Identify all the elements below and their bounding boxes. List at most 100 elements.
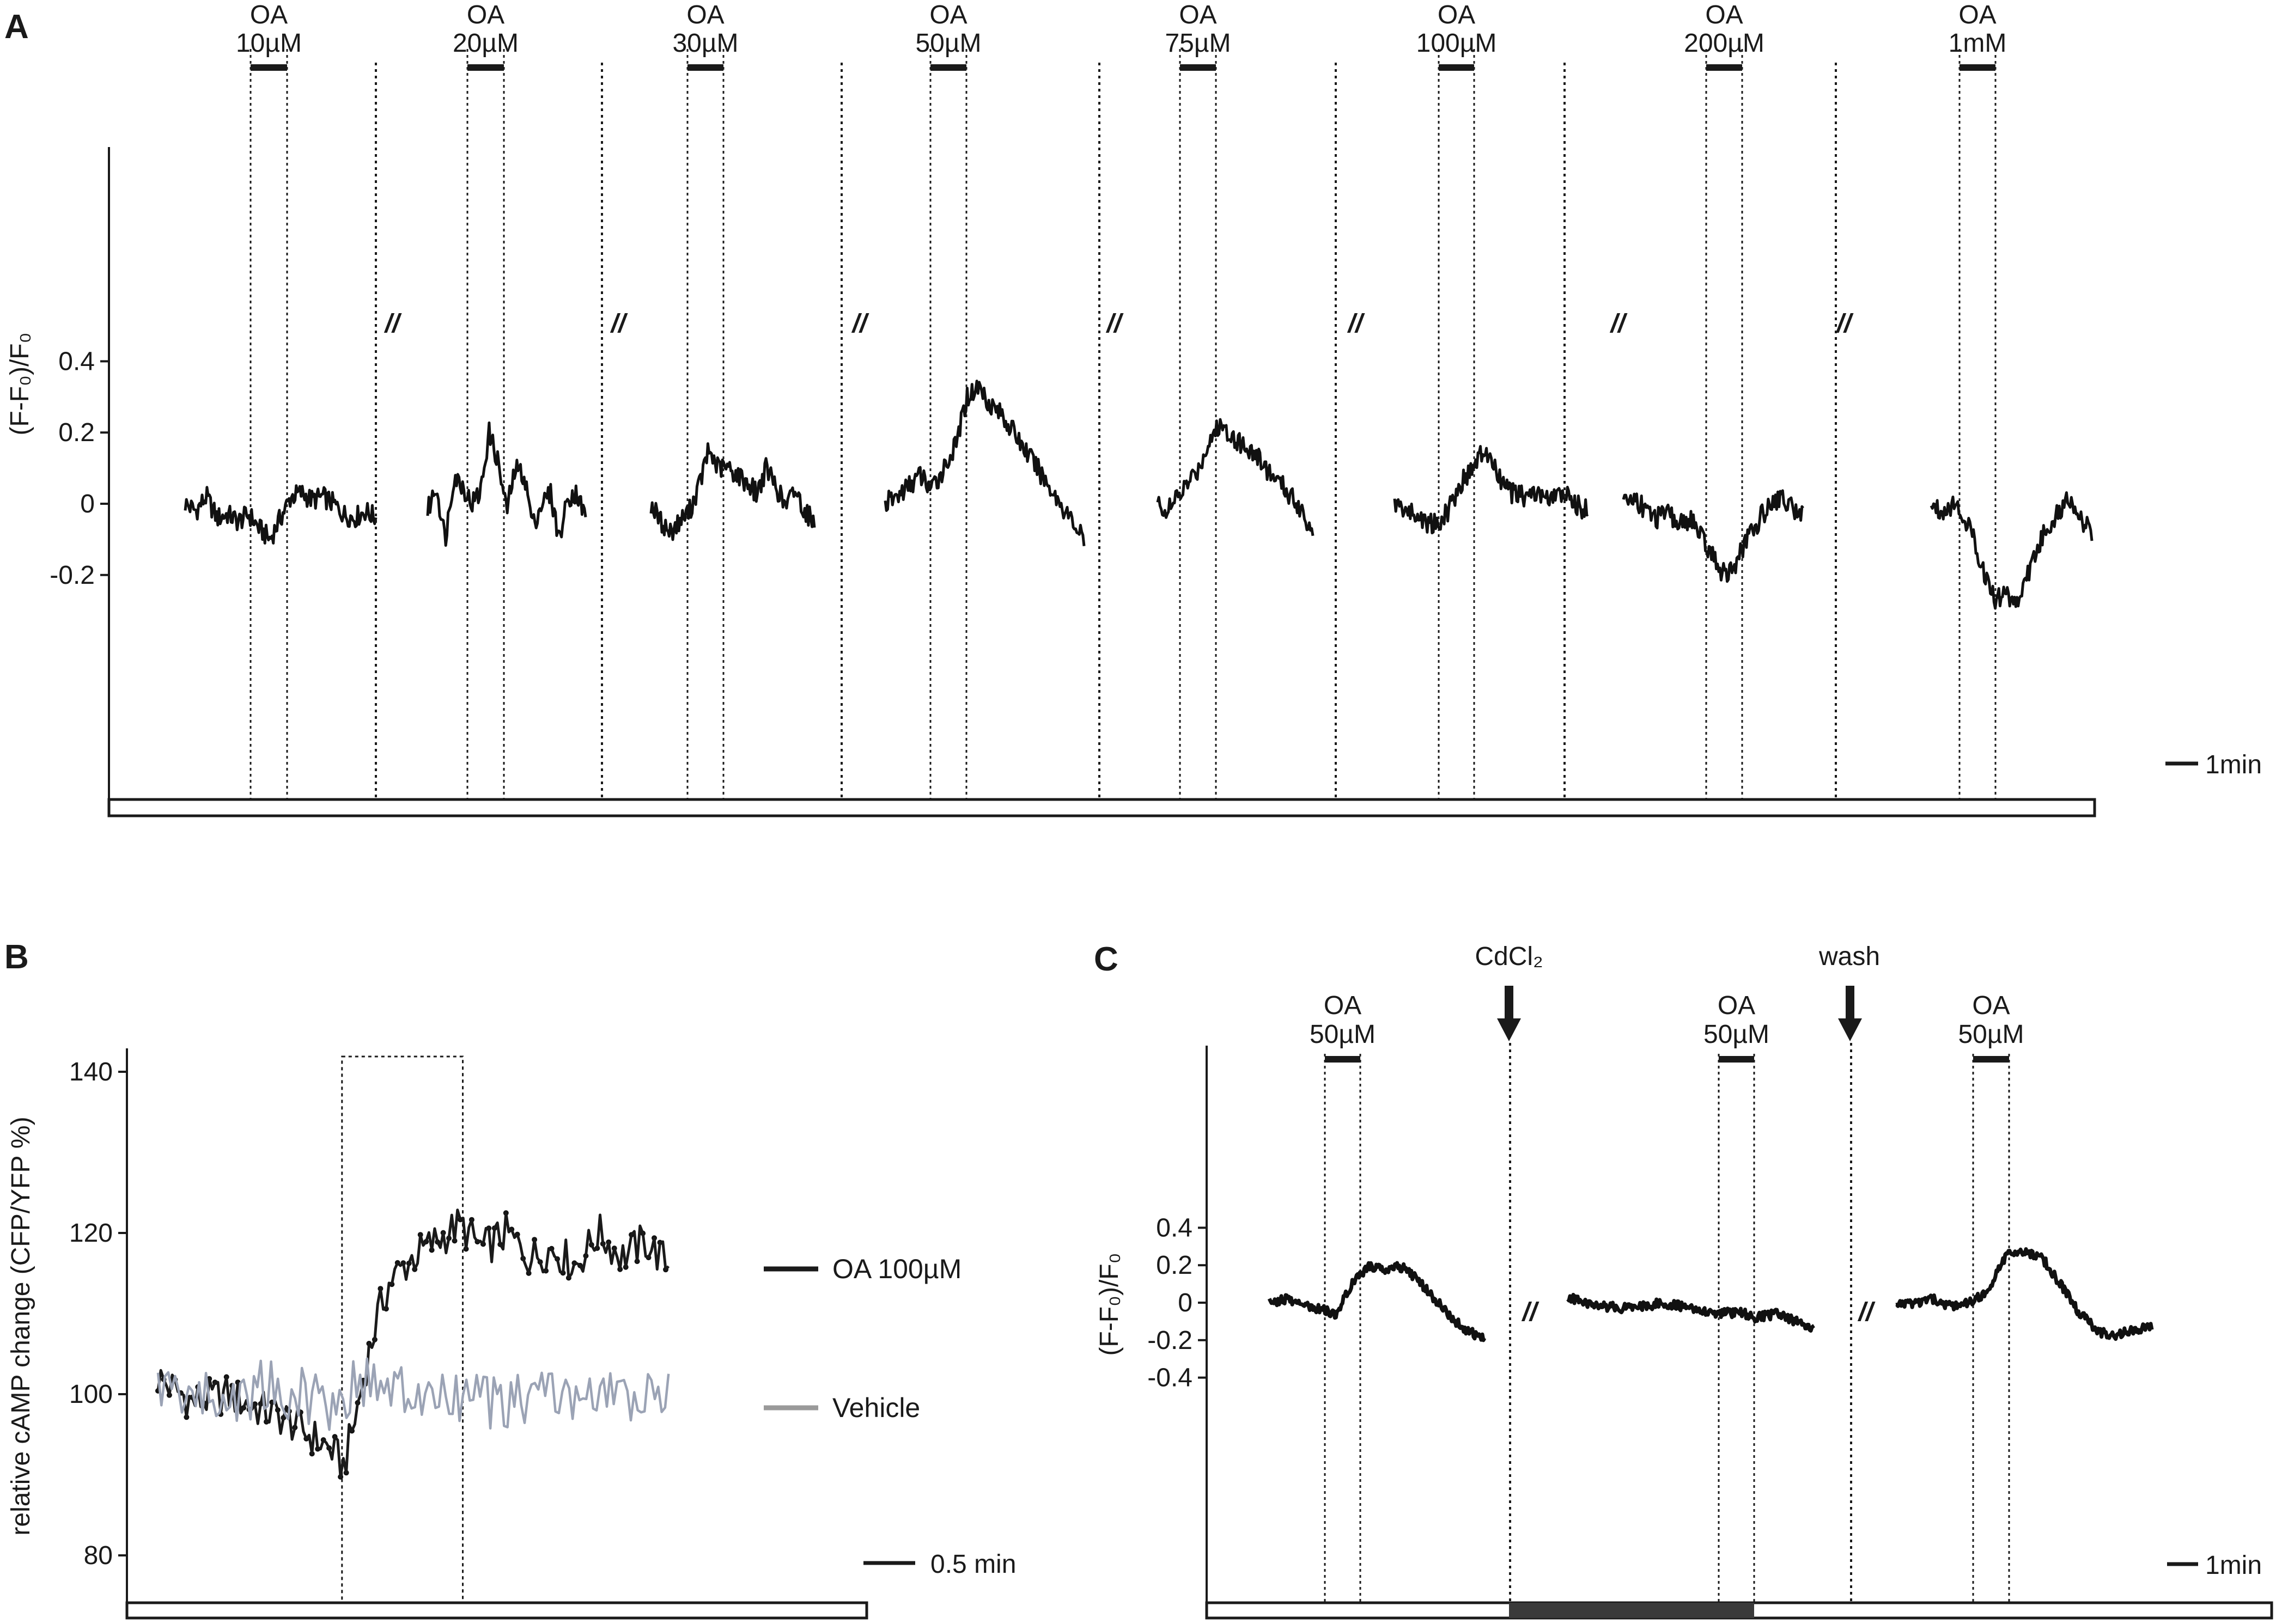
- trace-line: [1393, 445, 1589, 535]
- stim-drug-label: OA: [1324, 991, 1361, 1020]
- y-tick-label: 0: [80, 490, 95, 518]
- stim-drug-label: OA: [1438, 1, 1475, 29]
- axis-break-mark: //: [1106, 309, 1124, 338]
- trace-line: [884, 380, 1086, 546]
- y-tick-label: -0.2: [50, 561, 95, 590]
- legend-label-oa: OA 100µM: [832, 1254, 962, 1284]
- panel-a-y-axis-label: (F-F₀)/F₀: [5, 332, 34, 435]
- trace-line: [184, 484, 378, 545]
- trace-line: [1566, 1292, 1815, 1333]
- stim-concentration-label: 50µM: [1958, 1020, 2024, 1049]
- trace-line: [1930, 491, 2094, 610]
- stim-drug-label: OA: [1718, 991, 1755, 1020]
- axis-break-mark: //: [1610, 309, 1628, 338]
- stim-drug-label: OA: [686, 1, 724, 29]
- stim-concentration-label: 50µM: [915, 29, 981, 58]
- series-oa: [155, 1208, 670, 1480]
- trace-line: [1622, 489, 1804, 583]
- panel-a-segments: OA10µMOA20µMOA30µMOA50µMOA75µMOA100µMOA2…: [184, 1, 2094, 799]
- down-arrow-icon: [1497, 986, 1521, 1041]
- stim-drug-label: OA: [250, 1, 288, 29]
- trace-line: [1267, 1261, 1487, 1342]
- y-tick-label: 80: [84, 1541, 113, 1570]
- panel-c-letter: C: [1094, 941, 1118, 978]
- stim-concentration-label: 10µM: [236, 29, 302, 58]
- stim-concentration-label: 20µM: [453, 29, 519, 58]
- trace-line: [1895, 1247, 2154, 1341]
- trace-line: [426, 421, 587, 547]
- y-tick-label: 0.2: [1156, 1251, 1192, 1280]
- stim-concentration-label: 200µM: [1684, 29, 1764, 58]
- y-tick-label: 120: [69, 1219, 113, 1248]
- panel-b-y-axis-label: relative cAMP change (CFP/YFP %): [7, 1116, 35, 1535]
- axis-break-mark: //: [1858, 1298, 1876, 1327]
- legend-label-vehicle: Vehicle: [832, 1393, 920, 1423]
- cdcl2-period-bar: [1509, 1603, 1754, 1618]
- y-tick-label: 100: [69, 1380, 113, 1409]
- panel-a: A (F-F₀)/F₀ 0.40.20-0.2 OA10µMOA20µMOA30…: [4, 1, 2262, 817]
- panel-a-scale-bar: 1min: [2165, 750, 2262, 779]
- stim-drug-label: OA: [1958, 1, 1996, 29]
- stim-drug-label: OA: [467, 1, 504, 29]
- panel-b-stimulus-window: [341, 1055, 464, 1604]
- panel-b-scale-bar: 0.5 min: [863, 1550, 1016, 1579]
- y-tick-label: 0.4: [1156, 1213, 1192, 1242]
- panel-a-scale-bar-label: 1min: [2205, 750, 2262, 779]
- panel-a-y-axis: 0.4 0.2 0 -0.2: [50, 147, 110, 799]
- panel-b-scale-bar-label: 0.5 min: [930, 1550, 1016, 1579]
- stim-concentration-label: 75µM: [1165, 29, 1231, 58]
- stim-drug-label: OA: [1972, 991, 2010, 1020]
- axis-break-mark: //: [851, 309, 869, 338]
- y-tick-label: 0: [1178, 1289, 1192, 1317]
- event-label-cdcl2: CdCl₂: [1475, 942, 1543, 971]
- panel-c-events: CdCl₂ wash: [1475, 942, 1880, 1041]
- panel-a-timeline-bar: [107, 798, 2096, 817]
- series-vehicle: [156, 1357, 670, 1431]
- axis-break-mark: //: [1522, 1298, 1539, 1327]
- stim-drug-label: OA: [1179, 1, 1216, 29]
- panel-c: C (F-F₀)/F₀ 0.40.20-0.2-0.4 OA50µMOA50µM…: [1094, 941, 2273, 1620]
- panel-c-y-axis-label: (F-F₀)/F₀: [1095, 1253, 1124, 1356]
- stim-drug-label: OA: [929, 1, 967, 29]
- panel-b: B relative cAMP change (CFP/YFP %) 140 12…: [4, 938, 1016, 1620]
- panel-a-letter: A: [4, 8, 29, 46]
- panel-c-timeline-bar: [1205, 1601, 2273, 1620]
- y-tick-label: -0.2: [1147, 1326, 1192, 1355]
- series-line: [156, 1357, 670, 1431]
- panel-b-y-axis: 140 120 100 80: [69, 1048, 128, 1603]
- y-tick-label: 140: [69, 1058, 113, 1086]
- panel-c-scale-bar-label: 1min: [2205, 1551, 2262, 1580]
- stim-concentration-label: 100µM: [1416, 29, 1497, 58]
- stim-drug-label: OA: [1705, 1, 1743, 29]
- axis-break-mark: //: [1347, 309, 1365, 338]
- stim-concentration-label: 30µM: [672, 29, 738, 58]
- series-line: [156, 1208, 670, 1479]
- stim-concentration-label: 1mM: [1949, 29, 2007, 58]
- panel-b-timeline-bar: [125, 1601, 868, 1620]
- stim-concentration-label: 50µM: [1703, 1020, 1769, 1049]
- trace-line: [649, 442, 816, 541]
- panel-b-series: [155, 1208, 670, 1480]
- axis-break-mark: //: [384, 309, 402, 338]
- panel-b-legend: OA 100µM Vehicle: [764, 1254, 962, 1423]
- trace-line: [1156, 418, 1315, 536]
- down-arrow-icon: [1838, 986, 1862, 1041]
- panel-c-scale-bar: 1min: [2167, 1551, 2262, 1580]
- event-label-wash: wash: [1818, 942, 1880, 971]
- y-tick-label: 0.4: [58, 347, 95, 376]
- panel-c-y-axis: 0.4 0.2 0 -0.2 -0.4: [1147, 1046, 1208, 1603]
- y-tick-label: 0.2: [58, 418, 95, 447]
